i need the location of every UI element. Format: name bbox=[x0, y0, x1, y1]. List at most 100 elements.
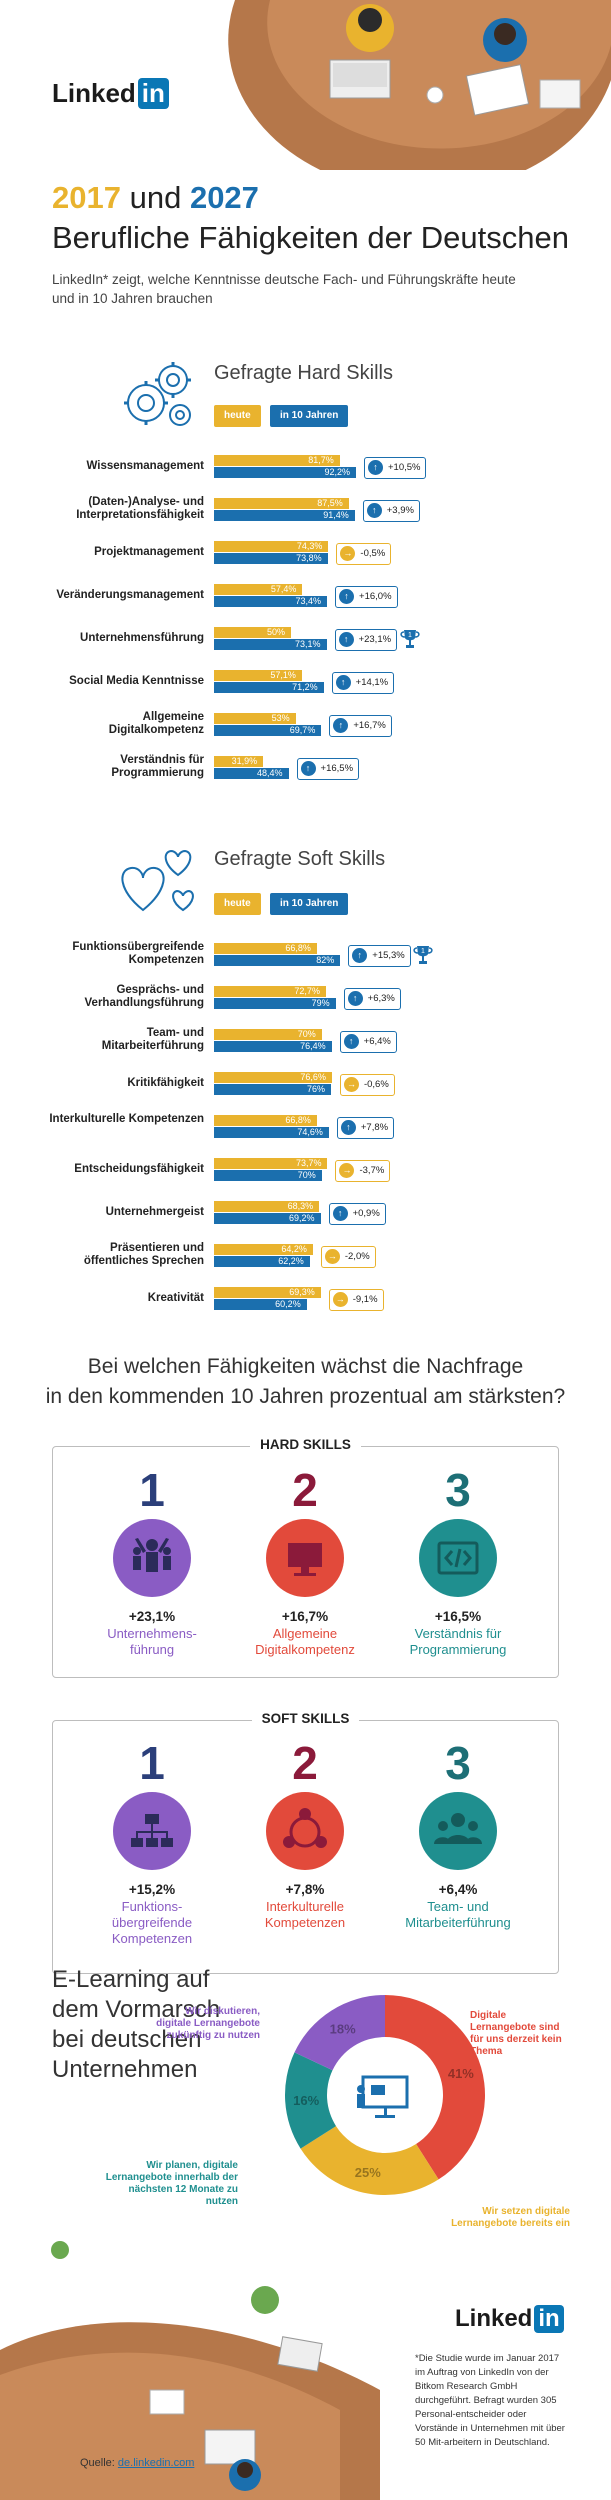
rank-number: 2 bbox=[292, 1464, 318, 1516]
bar-future: 91,4% bbox=[214, 510, 355, 521]
svg-text:1: 1 bbox=[421, 948, 425, 955]
change-badge: → -2,0% bbox=[320, 1246, 376, 1268]
logo-wordmark: Linked bbox=[455, 2305, 533, 2332]
change-badge: → -9,1% bbox=[328, 1289, 384, 1311]
bar-today: 57,4% bbox=[214, 584, 303, 595]
arrow-right-icon: → bbox=[340, 546, 356, 561]
bar-value-label: 76,4% bbox=[300, 1041, 326, 1051]
donut-slice bbox=[294, 1995, 385, 2071]
change-badge: ↑ +7,8% bbox=[336, 1117, 395, 1139]
desk-illustration-top bbox=[228, 0, 611, 170]
bar-value-label: 48,4% bbox=[257, 768, 283, 778]
change-badge: ↑ +15,3% bbox=[348, 945, 411, 967]
change-badge: ↑ +16,0% bbox=[335, 586, 398, 608]
change-value: -2,0% bbox=[344, 1251, 370, 1262]
top-hard-rank-2: 2 +16,7% Allgemeine Digitalkompetenz bbox=[225, 1465, 385, 1658]
change-value: +0,9% bbox=[352, 1208, 380, 1219]
people-circle-icon bbox=[266, 1792, 344, 1870]
change-badge: → -0,5% bbox=[336, 543, 392, 565]
bar-value-label: 73,4% bbox=[295, 596, 322, 606]
bar-today: 66,8% bbox=[214, 1115, 317, 1126]
bar-future: 73,4% bbox=[214, 596, 328, 607]
hard-skills-title: Gefragte Hard Skills bbox=[214, 362, 393, 384]
logo-wordmark: Linked bbox=[52, 78, 136, 108]
change-value: -9,1% bbox=[352, 1294, 378, 1305]
bar-category-label: Social Media Kenntnisse bbox=[69, 675, 204, 687]
bar-value-label: 81,7% bbox=[308, 455, 334, 465]
logo-in-badge: in bbox=[534, 2305, 564, 2333]
arrow-up-icon: ↑ bbox=[338, 632, 354, 647]
top-soft-skills-heading: SOFT SKILLS bbox=[0, 1711, 611, 1726]
arrow-right-icon: → bbox=[339, 1163, 355, 1178]
rank-percent: +15,2% bbox=[128, 1882, 176, 1897]
bar-value-label: 72,7% bbox=[294, 986, 320, 996]
change-value: +10,5% bbox=[387, 462, 421, 473]
bar-value-label: 57,1% bbox=[270, 670, 296, 680]
bar-today: 53% bbox=[214, 713, 296, 724]
bar-today: 76,6% bbox=[214, 1072, 332, 1083]
elearning-label-using: Wir setzen digitale Lernangebote bereits… bbox=[451, 2206, 570, 2229]
change-badge: ↑ +0,9% bbox=[328, 1203, 386, 1225]
top-soft-rank-2: 2 +7,8% Interkulturelle Kompetenzen bbox=[225, 1738, 385, 1931]
bar-category-label: Veränderungsmanagement bbox=[56, 589, 204, 601]
monitor-icon bbox=[266, 1519, 344, 1597]
bar-value-label: 66,8% bbox=[285, 1115, 311, 1125]
change-badge: ↑ +14,1% bbox=[331, 672, 395, 694]
bar-value-label: 57,4% bbox=[270, 584, 297, 594]
page-title: Berufliche Fähigkeiten der Deutschen bbox=[52, 220, 569, 255]
change-value: -3,7% bbox=[359, 1165, 385, 1176]
rank-skill-name: Interkulturelle Kompetenzen bbox=[264, 1899, 346, 1930]
bar-category-label: Verständnis für Programmierung bbox=[111, 754, 204, 779]
source-label: Quelle: bbox=[80, 2457, 115, 2469]
arrow-up-icon: ↑ bbox=[332, 1206, 348, 1221]
bar-future: 76% bbox=[214, 1084, 332, 1095]
linkedin-logo-bottom[interactable]: Linked in bbox=[455, 2305, 564, 2333]
bar-future: 69,2% bbox=[214, 1213, 321, 1224]
rank-percent: +7,8% bbox=[285, 1882, 325, 1897]
rank-skill-name: Funktions- übergreifende Kompetenzen bbox=[111, 1899, 193, 1946]
bar-value-label: 73,8% bbox=[296, 553, 322, 563]
arrow-up-icon: ↑ bbox=[335, 675, 351, 690]
top-hard-rank-3: 3 +16,5% Verständnis für Programmierung bbox=[378, 1465, 538, 1658]
question-line-1: Bei welchen Fähigkeiten wächst die Nachf… bbox=[87, 1355, 524, 1378]
source-link[interactable]: de.linkedin.com bbox=[117, 2457, 195, 2469]
page-description: LinkedIn* zeigt, welche Kenntnisse deuts… bbox=[52, 272, 516, 306]
bar-category-label: Kreativität bbox=[147, 1292, 204, 1304]
bar-future: 74,6% bbox=[214, 1127, 329, 1138]
donut-slice-label: 16% bbox=[293, 2093, 319, 2108]
change-value: +15,3% bbox=[372, 950, 405, 961]
donut-slice-label: 25% bbox=[355, 2165, 381, 2180]
bar-future: 73,1% bbox=[214, 639, 327, 650]
bar-today: 87,5% bbox=[214, 498, 349, 509]
donut-slice-label: 41% bbox=[448, 2066, 474, 2081]
bar-today: 69,3% bbox=[214, 1287, 321, 1298]
change-badge: ↑ +23,1% bbox=[334, 629, 398, 651]
bar-future: 79% bbox=[214, 998, 336, 1009]
rank-number: 1 bbox=[139, 1737, 165, 1789]
arrow-right-icon: → bbox=[332, 1292, 348, 1307]
bar-value-label: 69,3% bbox=[289, 1287, 315, 1297]
bar-category-label: Interkulturelle Kompetenzen bbox=[49, 1113, 204, 1125]
bar-value-label: 73,7% bbox=[295, 1158, 322, 1168]
bar-today: 81,7% bbox=[214, 455, 340, 466]
trophy-icon: 1 bbox=[413, 946, 433, 964]
change-badge: ↑ +16,7% bbox=[329, 715, 392, 737]
people-celebrating-icon bbox=[113, 1519, 191, 1597]
title-und: und bbox=[129, 180, 182, 215]
bar-category-label: Projektmanagement bbox=[94, 546, 204, 558]
bar-category-label: Entscheidungsfähigkeit bbox=[74, 1163, 204, 1175]
bar-today: 72,7% bbox=[214, 986, 326, 997]
rank-skill-name: Unternehmens- führung bbox=[107, 1626, 197, 1657]
team-icon bbox=[419, 1792, 497, 1870]
org-chart-icon bbox=[113, 1792, 191, 1870]
bar-today: 70% bbox=[214, 1029, 322, 1040]
legend-today: heute bbox=[214, 405, 261, 427]
linkedin-logo-top[interactable]: Linked in bbox=[52, 78, 169, 109]
bar-category-label: Gesprächs- und Verhandlungsführung bbox=[84, 984, 204, 1009]
bar-value-label: 76% bbox=[307, 1084, 326, 1094]
bar-today: 66,8% bbox=[214, 943, 317, 954]
change-value: +3,9% bbox=[386, 505, 414, 516]
arrow-up-icon: ↑ bbox=[340, 1120, 356, 1135]
bar-value-label: 73,1% bbox=[295, 639, 321, 649]
change-badge: ↑ +16,5% bbox=[296, 758, 360, 780]
